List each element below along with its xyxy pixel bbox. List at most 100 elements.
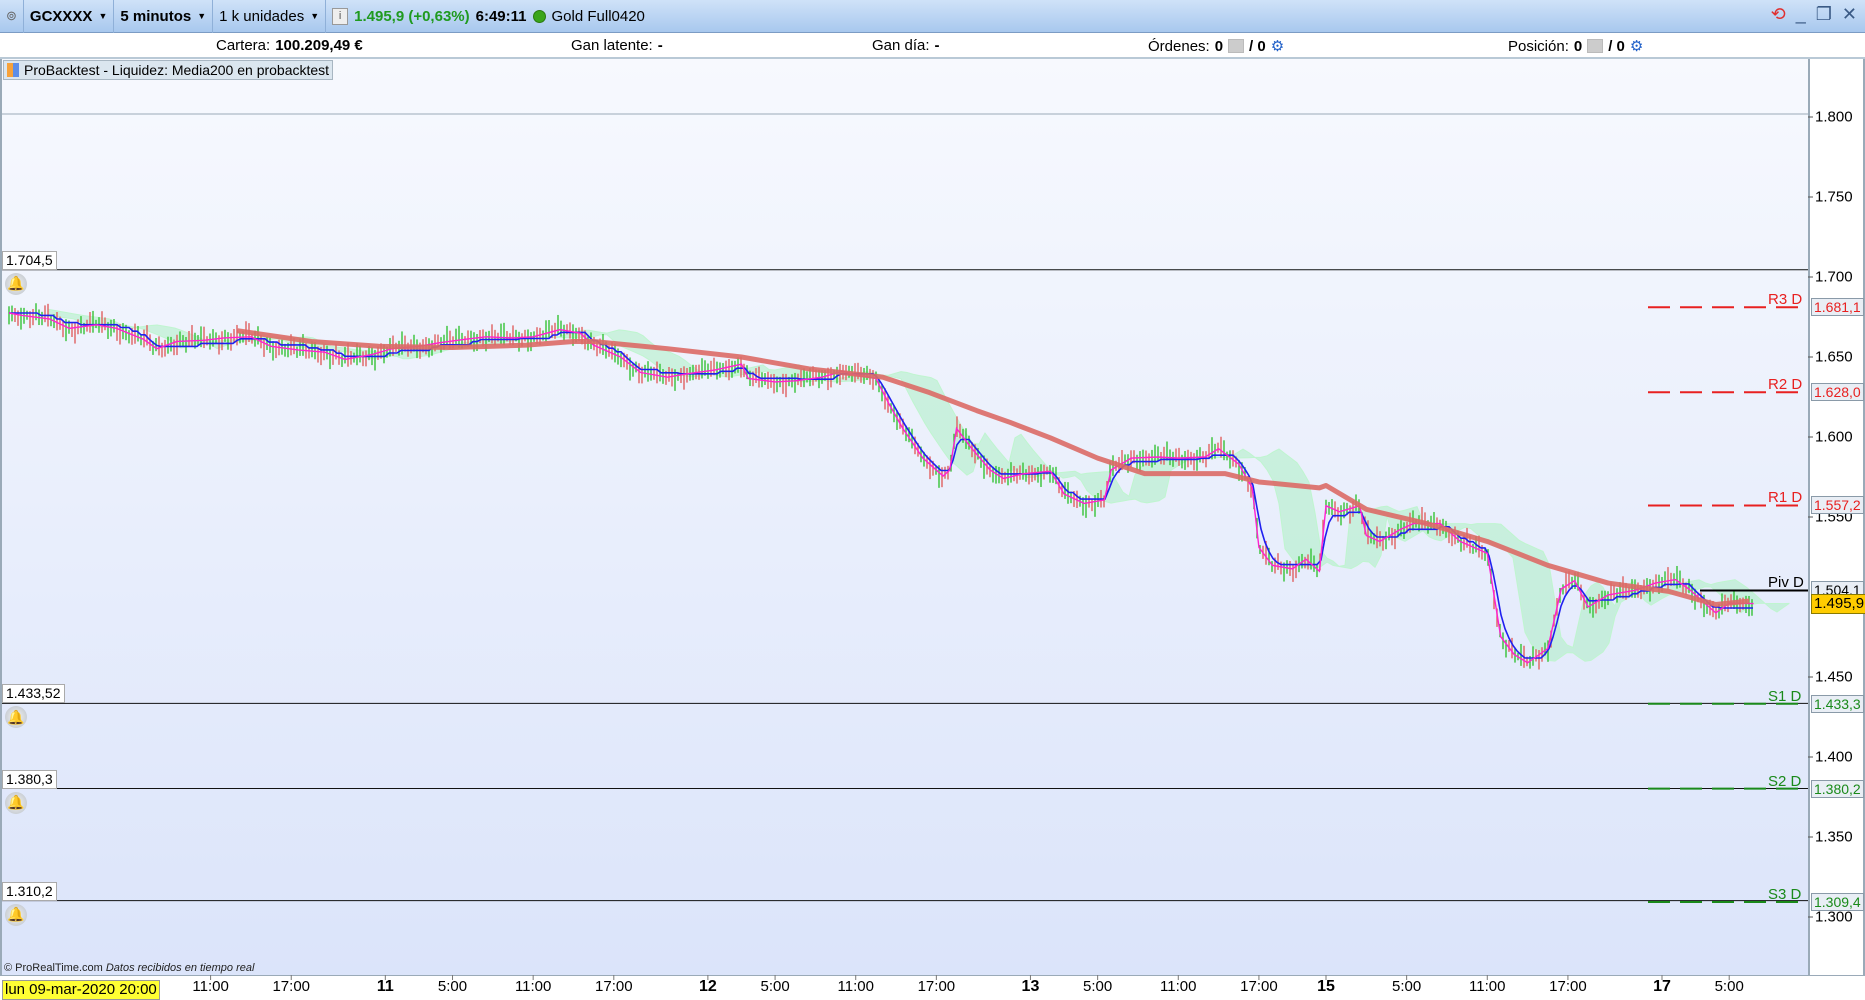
chevron-down-icon: ▼ [98, 11, 108, 21]
close-position-icon[interactable] [1587, 39, 1604, 53]
ordenes-value: 0 [1214, 37, 1224, 55]
ordenes: Órdenes: 0 / 0 ⚙ [1148, 37, 1285, 56]
pivot-value: 1.309,4 [1811, 892, 1864, 911]
close-button[interactable]: ✕ [1841, 4, 1857, 24]
x-tick-label: 11:00 [514, 978, 552, 995]
refresh-icon[interactable]: ⟲ [1770, 4, 1786, 24]
ma200-line [237, 328, 1750, 608]
posicion-value: 0 [1573, 37, 1583, 55]
gan-latente-value: - [657, 37, 663, 54]
x-tick-label: 17:00 [1240, 978, 1278, 995]
backtest-legend[interactable]: ProBacktest - Liquidez: Media200 en prob… [3, 60, 334, 80]
posicion: Posición: 0 / 0 ⚙ [1508, 37, 1644, 56]
baseline-line [9, 312, 1753, 659]
x-tick-label: 17 [1653, 978, 1671, 995]
pivot-name: R1 D [1768, 489, 1803, 507]
y-tick-label: 1.750 [1815, 188, 1853, 206]
y-tick-label: 1.700 [1815, 268, 1853, 286]
x-tick-label: 11:00 [1469, 978, 1506, 995]
y-tick-label: 1.300 [1815, 908, 1853, 926]
pivot-name: S3 D [1768, 885, 1802, 903]
link-icon[interactable]: ⊚ [0, 0, 24, 33]
last-price: 1.495,9 (+0,63%) [354, 7, 470, 25]
x-tick-label: 11:00 [192, 978, 229, 995]
y-tick-label: 1.350 [1815, 828, 1853, 846]
x-tick-label: 11:00 [1160, 978, 1197, 995]
cancel-orders-icon[interactable] [1228, 39, 1245, 53]
units-dropdown[interactable]: 1 k unidades ▼ [213, 0, 327, 33]
bell-icon[interactable]: 🔔 [5, 791, 27, 814]
pivot-value: 1.557,2 [1811, 496, 1864, 515]
x-tick-label: 17:00 [1549, 978, 1587, 995]
legend-swatch [7, 63, 13, 77]
gan-latente: Gan latente: - [571, 37, 663, 54]
restore-button[interactable]: ❐ [1815, 4, 1832, 24]
gan-dia: Gan día: - [872, 37, 940, 54]
timeframe-dropdown[interactable]: 5 minutos ▼ [114, 0, 214, 33]
pivot-value: 1.681,1 [1811, 298, 1864, 317]
pivot-value: 1.628,0 [1811, 383, 1864, 402]
ichimoku-cloud [48, 308, 1790, 662]
instrument-name: Gold Full0420 [551, 7, 645, 25]
alert-price-label: 1.380,3 [2, 769, 57, 789]
legend-text: ProBacktest - Liquidez: Media200 en prob… [24, 62, 330, 78]
bell-icon[interactable]: 🔔 [5, 903, 27, 926]
pivot-name: R2 D [1768, 376, 1803, 394]
posicion-total: / 0 [1608, 37, 1625, 55]
pivot-value: 1.433,3 [1811, 694, 1864, 713]
credit-text: © ProRealTime.com [4, 962, 103, 974]
x-tick-label: 12 [698, 978, 717, 995]
quote-info: i 1.495,9 (+0,63%) 6:49:11 Gold Full0420 [326, 0, 651, 33]
ordenes-total: / 0 [1249, 37, 1266, 55]
y-tick-label: 1.800 [1815, 108, 1853, 126]
price-line [8, 312, 1754, 664]
y-tick-label: 1.400 [1815, 748, 1853, 766]
cartera-label: Cartera: [216, 37, 271, 54]
y-tick-label: 1.650 [1815, 348, 1853, 366]
account-status-bar: Cartera: 100.209,49 € Gan latente: - Gan d… [0, 33, 1865, 59]
cartera: Cartera: 100.209,49 € [216, 37, 363, 54]
window-controls: ⟲ _ ❐ ✕ [1771, 4, 1857, 25]
symbol-dropdown[interactable]: GCXXXX ▼ [24, 0, 115, 33]
realtime-note: Datos recibidos en tiempo real [105, 962, 255, 974]
gan-dia-label: Gan día: [872, 37, 930, 54]
chevron-down-icon: ▼ [197, 11, 207, 21]
chevron-down-icon: ▼ [310, 11, 320, 21]
time-axis[interactable] [0, 975, 1865, 1000]
clock: 6:49:11 [475, 7, 527, 25]
posicion-label: Posición: [1508, 37, 1569, 55]
x-tick-label: 5:00 [437, 978, 468, 995]
price-axis[interactable] [1808, 59, 1865, 975]
timeframe-label: 5 minutos [120, 7, 192, 25]
bell-icon[interactable]: 🔔 [5, 272, 27, 295]
start-date-label: lun 09-mar-2020 20:00 [2, 980, 160, 1000]
pivot-name: S1 D [1768, 687, 1802, 705]
minimize-button[interactable]: _ [1795, 4, 1806, 24]
pivot-name: Piv D [1768, 574, 1804, 592]
status-dot-icon [532, 9, 546, 23]
x-tick-label: 15 [1317, 978, 1335, 995]
symbol-label: GCXXXX [29, 7, 93, 25]
y-tick-label: 1.600 [1815, 428, 1853, 446]
x-tick-label: 17:00 [595, 978, 633, 995]
pivot-name: S2 D [1768, 772, 1802, 790]
x-tick-label: 5:00 [1083, 978, 1113, 995]
legend-swatch [13, 63, 19, 77]
x-tick-label: 11 [376, 978, 394, 995]
gear-icon[interactable]: ⚙ [1270, 38, 1285, 55]
gan-latente-label: Gan latente: [571, 37, 653, 54]
pivot-name: R3 D [1768, 291, 1803, 309]
x-tick-label: 17:00 [272, 978, 311, 995]
info-icon[interactable]: i [332, 7, 349, 25]
pivot-value: 1.380,2 [1811, 779, 1864, 798]
x-tick-label: 5:00 [1392, 978, 1422, 995]
price-chart-area[interactable] [0, 59, 1808, 975]
credit: © ProRealTime.com Datos recibidos en tie… [4, 962, 254, 974]
x-tick-label: 5:00 [1714, 978, 1744, 995]
units-label: 1 k unidades [219, 7, 305, 25]
gear-icon[interactable]: ⚙ [1629, 38, 1644, 55]
bell-icon[interactable]: 🔔 [5, 706, 27, 729]
ordenes-label: Órdenes: [1148, 37, 1210, 55]
cartera-value: 100.209,49 € [275, 37, 363, 54]
